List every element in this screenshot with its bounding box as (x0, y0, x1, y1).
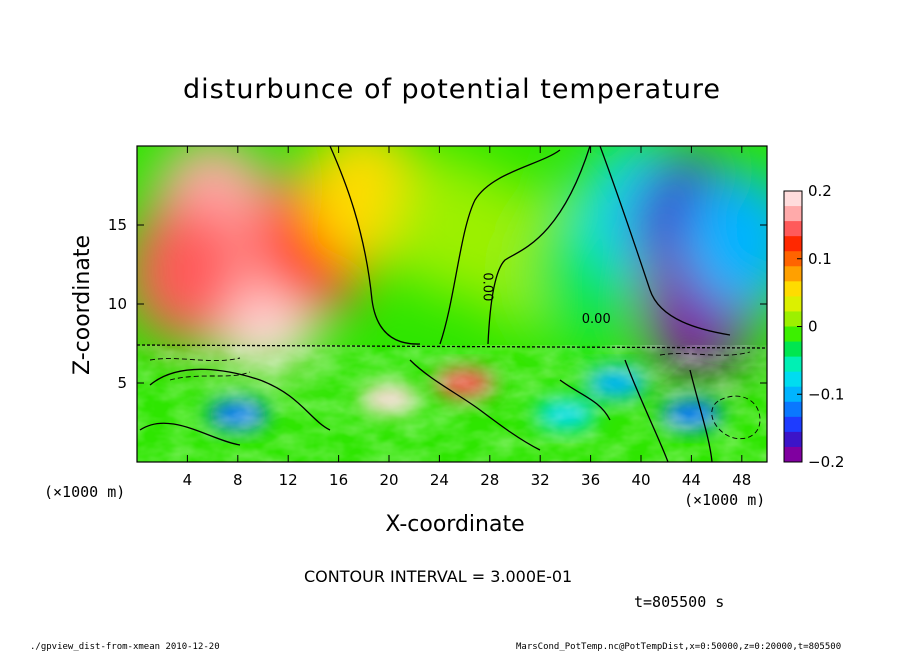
contour-labels: 0.00 0.00 (480, 272, 611, 327)
chart-title: disturbunce of potential temperature (183, 74, 721, 105)
x-tick-label-6: 28 (480, 471, 499, 489)
x-tick-label-1: 8 (233, 471, 243, 489)
footer-left: ./gpview_dist-from-xmean 2010-12-20 (30, 642, 220, 652)
colorbar-swatch-17 (784, 446, 802, 463)
colorbar-tick-label-4: 0.2 (808, 182, 832, 200)
x-unit-label-left: (×1000 m) (44, 483, 126, 501)
x-axis-label: X-coordinate (385, 512, 525, 537)
colorbar-tick-label-0: −0.2 (808, 453, 844, 471)
x-tick-label-2: 12 (279, 471, 298, 489)
colorbar-swatch-3 (784, 236, 802, 252)
upper-field (137, 146, 767, 374)
colorbar-swatch-0 (784, 191, 802, 207)
colorbar-swatch-2 (784, 221, 802, 237)
colorbar-swatch-16 (784, 431, 802, 448)
y-tick-label-0: 5 (117, 374, 127, 392)
x-tick-label-3: 16 (329, 471, 348, 489)
field-region-2 (137, 202, 248, 343)
x-unit-label-right: (×1000 m) (684, 491, 766, 509)
zero-contours (137, 146, 767, 462)
colorbar-tick-label-2: 0 (808, 318, 818, 336)
turbulence-texture (137, 345, 767, 462)
colorbar-swatch-10 (784, 341, 802, 358)
colorbar-swatch-7 (784, 296, 802, 312)
y-axis-label: Z-coordinate (70, 235, 95, 375)
x-tick-label-10: 44 (682, 471, 701, 489)
colorbar-swatch-12 (784, 371, 802, 388)
x-tick-label-7: 32 (531, 471, 550, 489)
colorbar-swatch-8 (784, 311, 802, 327)
colorbar-swatch-4 (784, 251, 802, 267)
colorbar-swatch-6 (784, 281, 802, 297)
x-tick-label-0: 4 (183, 471, 193, 489)
colorbar-swatch-1 (784, 206, 802, 222)
colorbar: −0.2 −0.1 0 0.1 0.2 (783, 182, 844, 471)
y-axis: 5 10 15 (108, 216, 767, 392)
field-region-11 (681, 170, 767, 311)
negative-contours (149, 351, 761, 440)
colorbar-swatch-15 (784, 416, 802, 433)
x-axis: 4 8 12 16 20 24 28 32 36 40 44 48 (183, 146, 751, 489)
colorbar-tick-label-3: 0.1 (808, 250, 832, 268)
contour-interval-text: CONTOUR INTERVAL = 3.000E-01 (304, 567, 573, 586)
colorbar-swatch-13 (784, 386, 802, 403)
time-label: t=805500 s (634, 593, 725, 611)
colorbar-swatch-14 (784, 401, 802, 418)
plot-area: 0.00 0.00 (137, 146, 767, 462)
colorbar-swatch-9 (784, 326, 802, 343)
contour-label-1: 0.00 (582, 312, 611, 327)
colorbar-swatch-5 (784, 266, 802, 282)
x-tick-label-11: 48 (732, 471, 751, 489)
y-tick-label-1: 10 (108, 295, 127, 313)
colorbar-tick-label-1: −0.1 (808, 385, 844, 403)
footer-right: MarsCond_PotTemp.nc@PotTempDist,x=0:5000… (516, 642, 842, 652)
y-tick-label-2: 15 (108, 216, 127, 234)
colorbar-swatch-11 (784, 356, 802, 373)
x-tick-label-4: 20 (379, 471, 398, 489)
contour-label-0: 0.00 (480, 272, 495, 301)
x-tick-label-5: 24 (430, 471, 449, 489)
x-tick-label-9: 40 (631, 471, 650, 489)
x-tick-label-8: 36 (581, 471, 600, 489)
